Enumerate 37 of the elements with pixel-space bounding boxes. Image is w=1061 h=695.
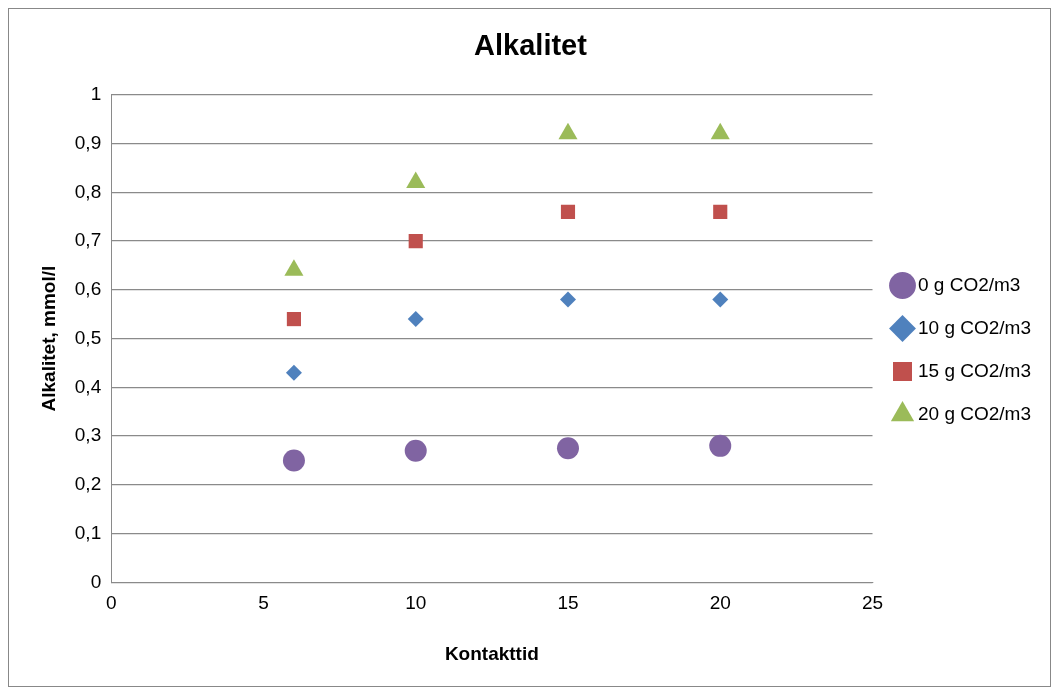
point (282, 449, 305, 472)
legend-label: 10 g CO2/m3 (918, 316, 1031, 338)
point (286, 312, 301, 327)
y-tick-label: 0,8 (74, 180, 102, 202)
x-tick-label: 10 (405, 592, 427, 614)
y-tick-label: 0,7 (74, 229, 102, 251)
point (709, 434, 732, 457)
chart-title: Alkalitet (474, 29, 588, 62)
point (406, 171, 426, 189)
y-tick-label: 0,1 (74, 521, 102, 543)
y-tick-label: 0,9 (74, 131, 102, 153)
y-tick-label: 0 (90, 570, 102, 592)
point (712, 291, 729, 308)
point (285, 364, 302, 381)
x-tick-label: 25 (861, 592, 884, 614)
point (560, 204, 576, 219)
x-axis-title: Kontakttid (444, 642, 539, 664)
point (404, 439, 427, 462)
legend-label: 15 g CO2/m3 (918, 359, 1031, 381)
legend-label: 0 g CO2/m3 (918, 273, 1021, 295)
legend-label: 20 g CO2/m3 (918, 402, 1031, 424)
point (556, 437, 579, 460)
y-tick-label: 0,6 (74, 278, 102, 300)
point (408, 234, 423, 249)
x-tick-label: 0 (105, 592, 117, 614)
point (559, 291, 576, 308)
y-tick-label: 1 (90, 83, 102, 105)
y-tick-label: 0,2 (74, 473, 102, 495)
y-tick-label: 0,5 (74, 326, 102, 348)
y-axis-title: Alkalitet, mmol/l (37, 265, 59, 412)
x-tick-label: 5 (258, 592, 269, 614)
y-tick-label: 0,4 (74, 375, 102, 397)
x-tick-label: 20 (709, 592, 731, 614)
y-tick-label: 0,3 (74, 424, 102, 446)
point (407, 311, 424, 328)
x-tick-label: 15 (557, 592, 579, 614)
point (713, 204, 728, 219)
